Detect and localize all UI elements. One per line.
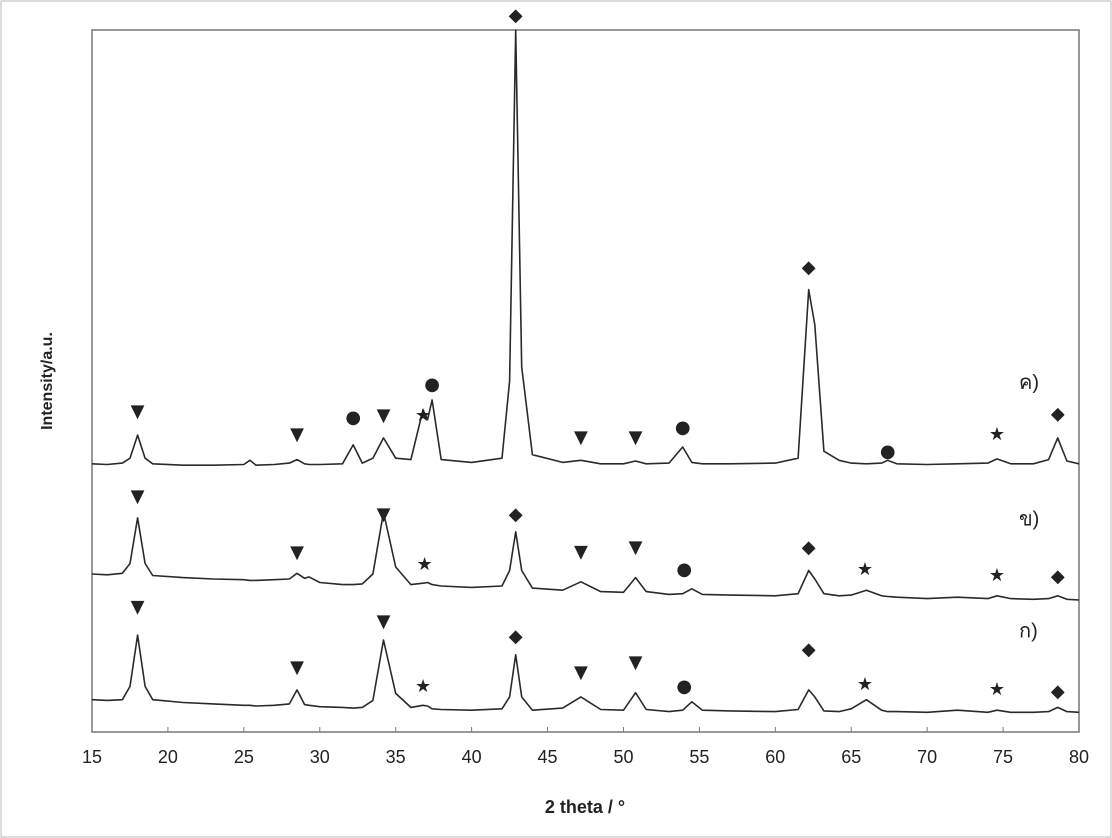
peak-marker: ◆ xyxy=(509,5,523,26)
peak-marker: ★ xyxy=(857,674,873,695)
peak-marker: ● xyxy=(675,417,691,438)
x-tick-label: 35 xyxy=(386,747,406,767)
peak-marker: ◆ xyxy=(802,257,816,278)
peak-marker: ▼ xyxy=(131,401,145,422)
peak-marker: ● xyxy=(424,374,440,395)
peak-marker: ◆ xyxy=(1051,566,1065,587)
x-tick-label: 75 xyxy=(993,747,1013,767)
x-tick-label: 60 xyxy=(765,747,785,767)
peak-marker: ◆ xyxy=(1051,681,1065,702)
x-tick-label: 65 xyxy=(841,747,861,767)
peak-marker: ▼ xyxy=(574,662,588,683)
peak-marker: ★ xyxy=(415,405,431,426)
peak-marker: ◆ xyxy=(802,537,816,558)
series-label: ข) xyxy=(1019,508,1039,530)
peak-marker: ▼ xyxy=(377,504,391,525)
peak-marker: ▼ xyxy=(290,542,304,563)
peak-marker: ● xyxy=(676,676,692,697)
x-tick-label: 80 xyxy=(1069,747,1089,767)
plot-frame xyxy=(91,29,1080,733)
x-tick-label: 70 xyxy=(917,747,937,767)
xrd-trace xyxy=(91,511,1080,601)
peak-marker: ▼ xyxy=(377,405,391,426)
y-axis-label: Intensity/a.u. xyxy=(39,332,56,430)
xrd-trace xyxy=(91,29,1080,466)
peak-marker: ◆ xyxy=(509,504,523,525)
peak-marker: ★ xyxy=(415,676,431,697)
peak-marker: ★ xyxy=(989,424,1005,445)
peak-marker: ▼ xyxy=(290,657,304,678)
peak-marker: ★ xyxy=(416,554,432,575)
peak-marker: ▼ xyxy=(131,486,145,507)
peak-marker: ◆ xyxy=(509,626,523,647)
x-axis-label: 2 theta / ° xyxy=(545,797,625,817)
peak-marker: ▼ xyxy=(629,427,643,448)
series-label: ก) xyxy=(1019,621,1038,643)
peak-marker: ◆ xyxy=(1051,404,1065,425)
x-tick-label: 40 xyxy=(462,747,482,767)
peak-marker: ▼ xyxy=(377,611,391,632)
peak-marker: ● xyxy=(676,559,692,580)
peak-marker: ▼ xyxy=(629,537,643,558)
peak-marker: ● xyxy=(345,407,361,428)
xrd-trace xyxy=(91,634,1080,714)
peak-marker: ★ xyxy=(857,559,873,580)
peak-marker: ★ xyxy=(989,679,1005,700)
peak-marker: ▼ xyxy=(131,597,145,618)
peak-marker: ◆ xyxy=(802,639,816,660)
x-tick-label: 25 xyxy=(234,747,254,767)
peak-marker: ▼ xyxy=(629,652,643,673)
peak-marker: ★ xyxy=(989,565,1005,586)
x-tick-label: 55 xyxy=(689,747,709,767)
peak-marker: ▼ xyxy=(574,427,588,448)
peak-marker: ▼ xyxy=(290,424,304,445)
x-tick-label: 20 xyxy=(158,747,178,767)
x-tick-label: 30 xyxy=(310,747,330,767)
series-label: ค) xyxy=(1019,372,1039,394)
peak-marker: ▼ xyxy=(574,541,588,562)
x-tick-label: 45 xyxy=(538,747,558,767)
peak-marker: ● xyxy=(880,441,896,462)
x-tick-label: 50 xyxy=(613,747,633,767)
x-tick-label: 15 xyxy=(82,747,102,767)
